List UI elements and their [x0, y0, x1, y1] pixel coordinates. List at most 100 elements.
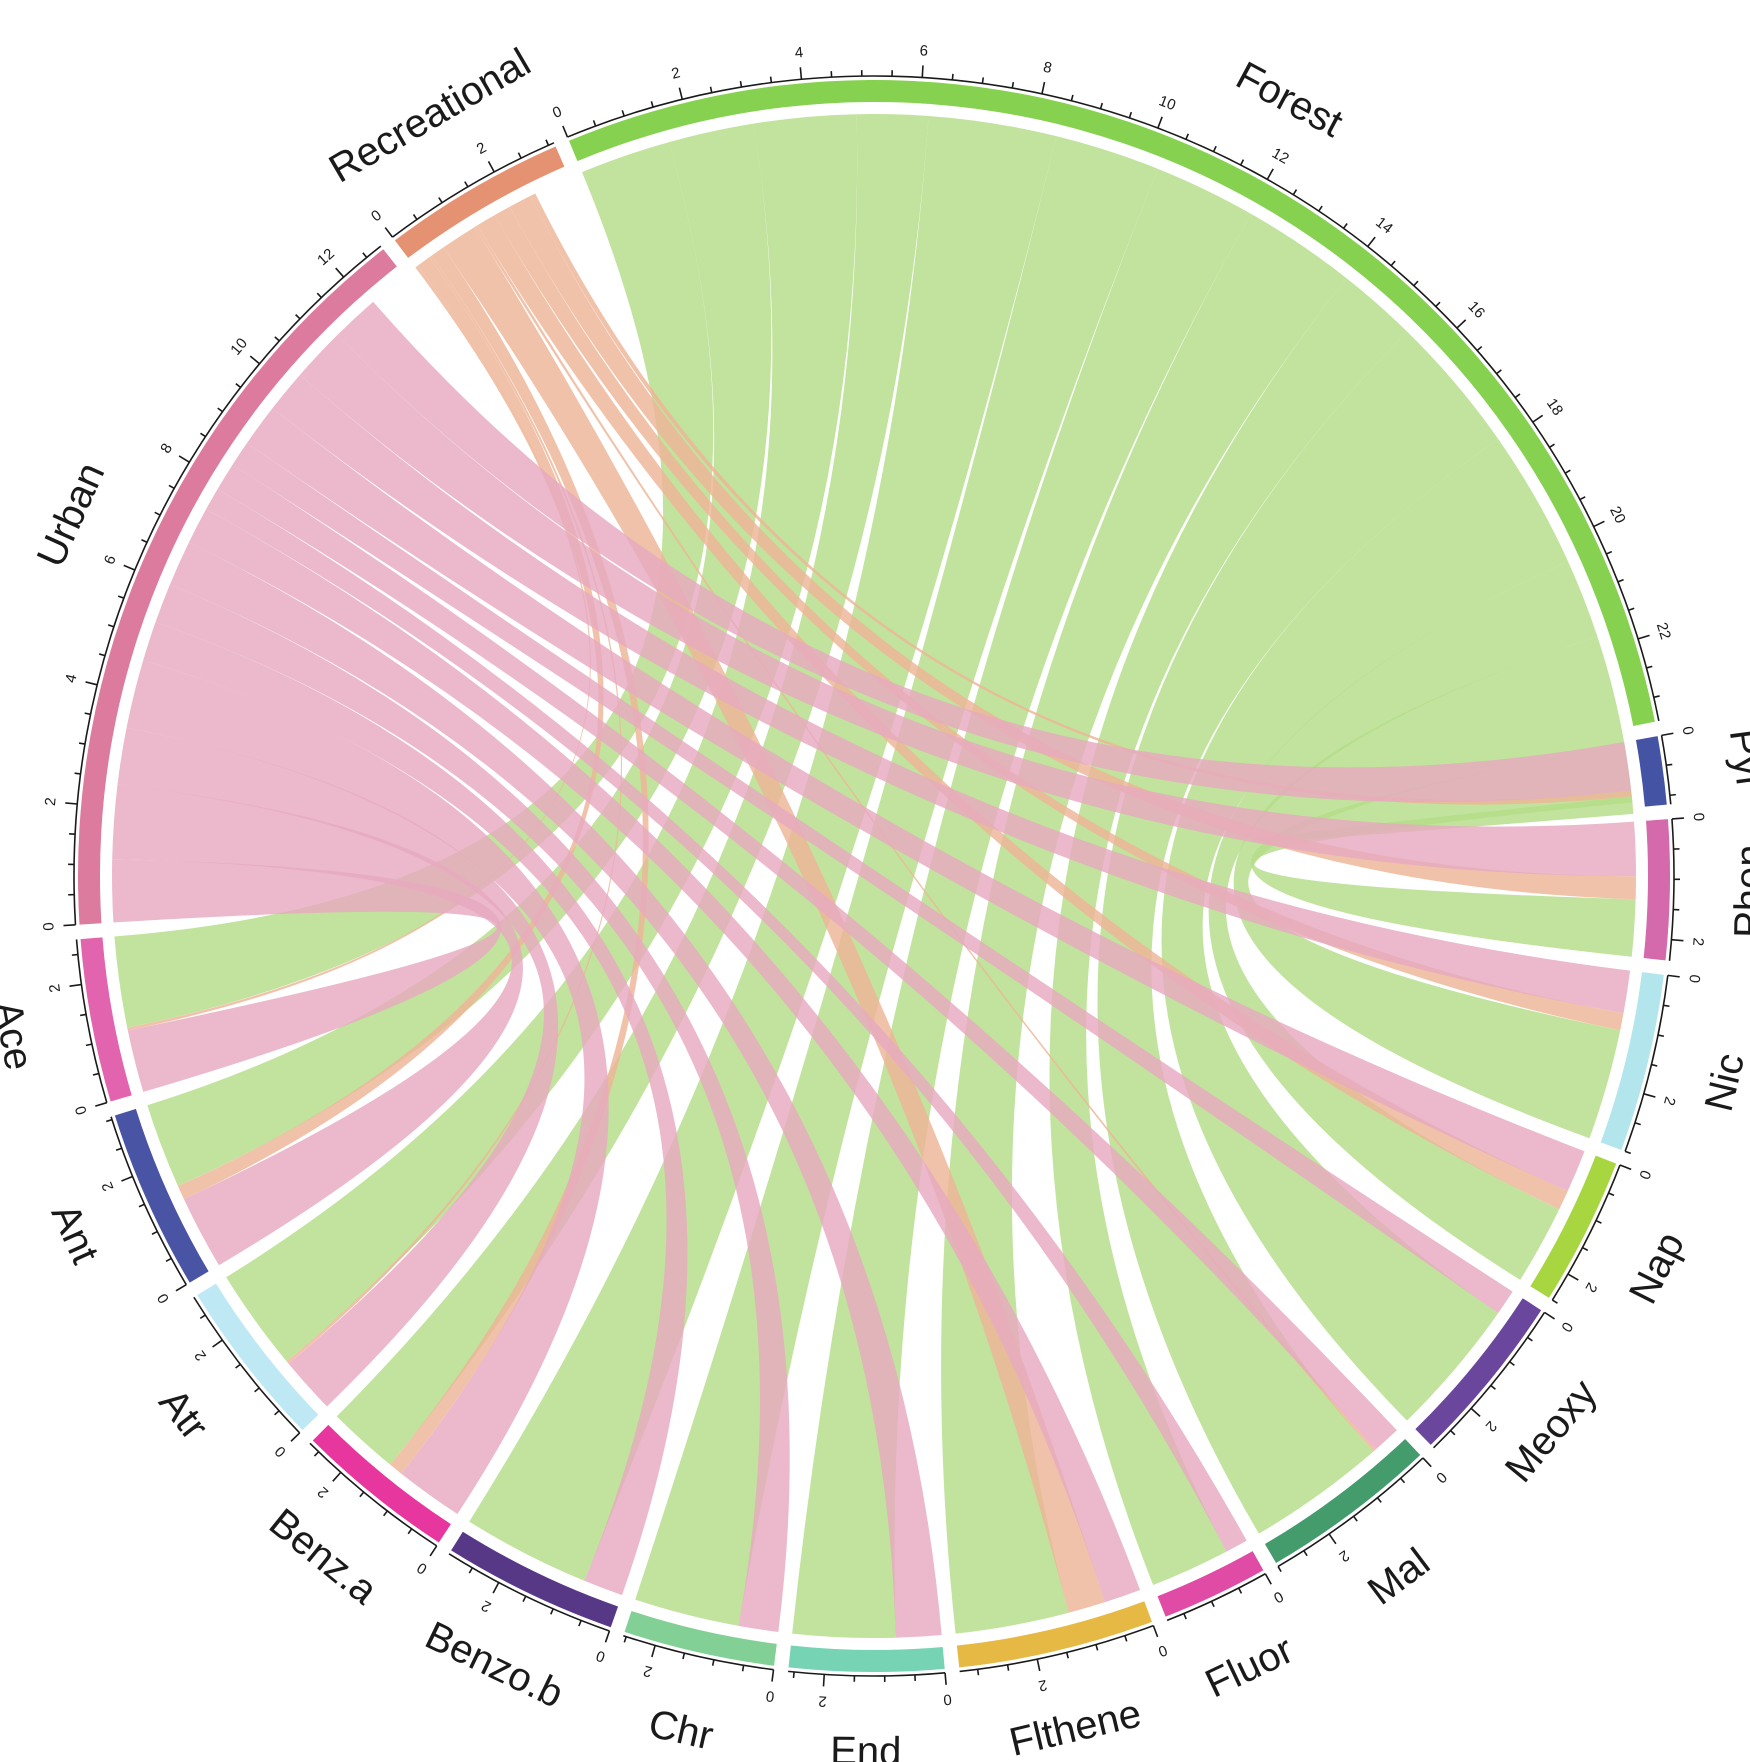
sector-label-end: End — [830, 1729, 902, 1762]
axis-tick — [178, 455, 190, 463]
axis-tick-label: 0 — [765, 1687, 775, 1705]
axis-tick — [1185, 133, 1190, 140]
axis-tick — [678, 87, 684, 100]
sector-bar-nic — [1600, 972, 1664, 1150]
axis-tick-label: 4 — [794, 44, 804, 62]
axis-tick — [1342, 222, 1348, 229]
sector-pyr: 0 Pyr — [1635, 725, 1750, 807]
axis-tick — [98, 653, 106, 657]
axis-tick — [1628, 607, 1635, 611]
axis-tick — [1303, 1550, 1308, 1557]
axis-tick — [741, 1665, 745, 1672]
sector-bar-atr — [197, 1283, 319, 1431]
sector-label-recreational: Recreational — [322, 40, 538, 191]
chord-link-forest-ant — [147, 123, 772, 1187]
sector-label-ace: Ace — [0, 998, 41, 1074]
axis-tick — [200, 432, 206, 438]
chord-link-urban-ace — [112, 859, 502, 1092]
sector-ace: 0 2 Ace — [0, 937, 132, 1117]
sector-label-nic: Nic — [1697, 1049, 1750, 1116]
axis-tick-label: 6 — [919, 42, 928, 59]
axis-tick — [517, 152, 522, 159]
axis-tick — [316, 292, 322, 299]
axis-tick — [951, 73, 954, 80]
axis-tick — [799, 67, 803, 80]
sector-bar-benz-a — [312, 1424, 451, 1543]
axis-tick — [80, 1013, 87, 1017]
axis-baseline — [787, 1670, 946, 1677]
axis-tick — [822, 1674, 826, 1687]
axis-tick — [550, 1608, 554, 1615]
axis-tick — [412, 214, 418, 220]
sector-fluor: 0 Fluor — [1157, 1551, 1300, 1707]
axis-tick — [562, 125, 569, 138]
axis-tick — [1328, 1533, 1337, 1545]
axis-tick — [1667, 974, 1680, 978]
axis-tick — [1663, 1004, 1670, 1008]
sector-end: 0 2 End — [787, 1645, 952, 1762]
axis-tick — [141, 539, 148, 544]
axis-tick — [1549, 443, 1555, 449]
axis-tick — [92, 1072, 99, 1076]
axis-tick — [1532, 414, 1544, 423]
axis-tick — [151, 1230, 158, 1235]
axis-tick — [1124, 1635, 1128, 1642]
axis-tick-label: 0 — [414, 1559, 430, 1578]
sector-label-nap: Nap — [1621, 1225, 1693, 1310]
axis-tick — [709, 86, 713, 93]
axis-tick — [1527, 1336, 1533, 1342]
axis-tick-label: 2 — [42, 797, 60, 807]
axis-baseline — [623, 1634, 774, 1671]
axis-tick — [1579, 496, 1586, 501]
axis-tick — [63, 924, 76, 927]
axis-tick-label: 22 — [1653, 621, 1674, 642]
axis-tick-label: 16 — [1464, 298, 1488, 322]
axis-tick — [1646, 665, 1653, 669]
axis-baseline — [448, 1553, 610, 1632]
axis-tick-label: 4 — [62, 672, 81, 684]
axis-baseline — [73, 245, 382, 925]
axis-tick — [545, 139, 550, 146]
sector-nic: 0 2 Nic — [1600, 972, 1750, 1155]
axis-tick-label: 2 — [1689, 937, 1707, 947]
axis-tick-label: 0 — [1685, 973, 1703, 983]
axis-tick-label: 2 — [314, 1483, 332, 1501]
axis-tick-label: 20 — [1606, 504, 1629, 526]
sector-phen: 0 2 Phen — [1643, 812, 1750, 961]
sector-bar-benzo-b — [451, 1531, 619, 1628]
axis-tick — [1212, 145, 1217, 152]
axis-tick — [944, 1672, 947, 1685]
axis-tick — [1318, 205, 1323, 212]
axis-tick — [138, 1203, 145, 1208]
axis-tick — [1544, 1311, 1555, 1320]
axis-tick — [165, 1257, 172, 1262]
axis-tick — [711, 1659, 715, 1666]
chord-link-urban-nap — [246, 408, 1585, 1192]
sector-bar-ace — [80, 937, 132, 1102]
axis-tick — [1567, 1273, 1579, 1281]
axis-tick — [769, 76, 773, 83]
sector-label-chr: Chr — [645, 1701, 718, 1758]
sector-bar-chr — [624, 1611, 777, 1666]
axis-tick-label: 2 — [99, 1179, 118, 1193]
axis-tick — [115, 1147, 123, 1152]
axis-tick — [739, 81, 743, 88]
axis-tick — [1653, 695, 1660, 699]
sector-label-fluor: Fluor — [1199, 1628, 1300, 1707]
axis-tick — [468, 1567, 474, 1574]
axis-tick-label: 2 — [1482, 1417, 1500, 1435]
axis-tick — [1666, 763, 1673, 767]
axis-tick-label: 0 — [1679, 725, 1697, 736]
axis-tick — [1210, 1600, 1215, 1608]
axis-tick — [592, 120, 597, 127]
axis-tick-label: 0 — [1271, 1587, 1287, 1606]
axis-tick — [1128, 111, 1133, 119]
chord-link-forest-fluor — [1049, 278, 1408, 1586]
sector-label-pyr: Pyr — [1721, 726, 1750, 791]
axis-tick — [522, 1595, 527, 1602]
chord-link-urban-ant — [112, 784, 523, 1266]
sector-label-atr: Atr — [150, 1381, 216, 1448]
axis-tick — [154, 511, 161, 516]
axis-tick — [1551, 1299, 1558, 1304]
axis-tick — [1070, 94, 1074, 101]
